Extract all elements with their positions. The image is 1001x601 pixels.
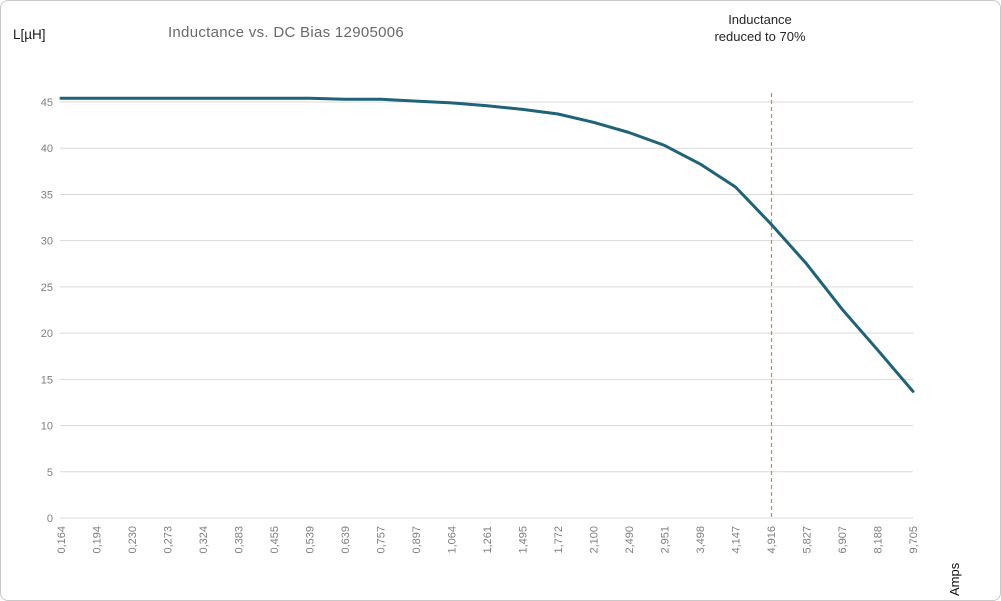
x-tick-label: 1,064 <box>447 526 459 554</box>
x-axis-title: Amps <box>947 562 962 596</box>
y-tick-label: 10 <box>41 421 53 433</box>
y-tick-label: 40 <box>41 143 53 155</box>
x-axis-tick-labels: 0,164 0,194 0,230 0,273 0,324 0,383 0,455 0,539… <box>56 526 920 554</box>
y-tick-label: 0 <box>47 513 53 525</box>
y-axis-tick-labels: 0 5 10 15 20 25 30 35 40 45 <box>41 97 53 525</box>
x-tick-label: 9,705 <box>908 526 920 554</box>
x-tick-label: 0,164 <box>56 526 68 554</box>
x-tick-label: 0,757 <box>376 526 388 554</box>
x-tick-label: 1,261 <box>482 526 494 554</box>
x-tick-label: 0,324 <box>198 526 210 554</box>
y-axis-title: L[µH] <box>13 27 46 42</box>
annotation-line-2: reduced to 70% <box>714 29 806 44</box>
x-tick-label: 0,455 <box>269 526 281 554</box>
x-tick-label: 0,639 <box>340 526 352 554</box>
x-tick-label: 0,194 <box>92 526 104 554</box>
y-tick-label: 5 <box>47 467 53 479</box>
inductance-curve <box>59 96 915 393</box>
x-tick-label: 1,495 <box>518 526 530 554</box>
y-tick-label: 15 <box>41 374 53 386</box>
x-tick-label: 0,230 <box>127 526 139 554</box>
y-tick-label: 45 <box>41 97 53 109</box>
x-tick-label: 0,273 <box>163 526 175 554</box>
x-tick-label: 4,916 <box>766 526 778 554</box>
chart-title: Inductance vs. DC Bias 12905006 <box>167 24 405 41</box>
x-tick-label: 0,539 <box>305 526 317 554</box>
y-tick-label: 20 <box>41 328 53 340</box>
x-tick-label: 2,490 <box>624 526 636 554</box>
x-tick-label: 8,188 <box>873 526 885 554</box>
x-tick-label: 2,100 <box>589 526 601 554</box>
annotation-line-1: Inductance <box>728 12 792 27</box>
x-tick-label: 1,772 <box>553 526 565 554</box>
x-tick-label: 4,147 <box>731 526 743 554</box>
x-tick-label: 2,951 <box>660 526 672 554</box>
gridlines <box>60 101 913 519</box>
y-tick-label: 35 <box>41 189 53 201</box>
y-tick-label: 30 <box>41 236 53 248</box>
x-tick-label: 5,827 <box>802 526 814 554</box>
x-tick-label: 0,897 <box>411 526 423 554</box>
x-tick-label: 0,383 <box>234 526 246 554</box>
y-tick-label: 25 <box>41 282 53 294</box>
x-tick-label: 6,907 <box>837 526 849 554</box>
x-tick-label: 3,498 <box>695 526 707 554</box>
reference-annotation: Inductance reduced to 70% <box>689 11 831 45</box>
